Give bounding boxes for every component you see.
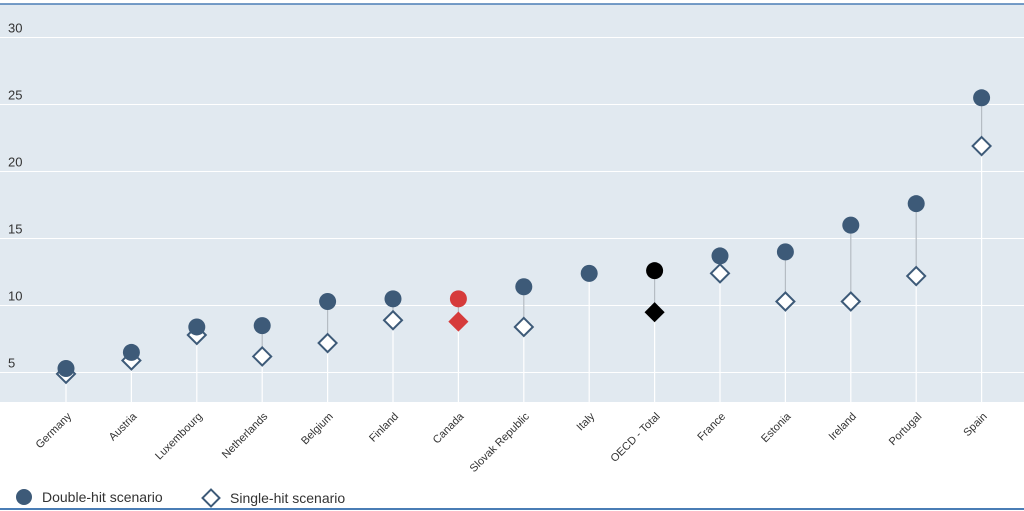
category-label-ireland: Ireland bbox=[827, 411, 859, 443]
legend: Double-hit scenario Single-hit scenario bbox=[0, 481, 1024, 511]
double-hit-marker-belgium bbox=[319, 292, 337, 310]
double-hit-marker-finland bbox=[384, 290, 402, 308]
legend-label-double-hit: Double-hit scenario bbox=[42, 489, 163, 505]
double-hit-marker-estonia bbox=[776, 243, 794, 261]
markers bbox=[55, 89, 993, 385]
single-hit-marker-spain bbox=[971, 135, 993, 157]
single-hit-marker-slovak-republic bbox=[513, 316, 535, 338]
double-hit-marker-oecd-total bbox=[646, 262, 664, 280]
category-label-canada: Canada bbox=[431, 410, 467, 446]
gridlines bbox=[0, 37, 1024, 374]
double-hit-marker-germany bbox=[57, 359, 75, 377]
legend-label-single-hit: Single-hit scenario bbox=[230, 490, 346, 506]
y-tick-label-25: 25 bbox=[8, 88, 22, 103]
category-label-germany: Germany bbox=[34, 410, 75, 451]
single-hit-marker-france bbox=[709, 262, 731, 284]
category-label-belgium: Belgium bbox=[299, 411, 336, 448]
double-hit-marker-italy bbox=[580, 264, 598, 282]
category-label-france: France bbox=[695, 411, 728, 444]
double-hit-marker-portugal bbox=[907, 195, 925, 213]
double-hit-marker-slovak-republic bbox=[515, 278, 533, 296]
single-hit-marker-portugal bbox=[905, 265, 927, 287]
dot-plot-chart: 5 10 15 20 25 30 Germany Austria Luxembourg Neth… bbox=[0, 3, 1024, 475]
legend-double-hit: Double-hit scenario bbox=[14, 487, 163, 507]
category-label-estonia: Estonia bbox=[759, 410, 794, 445]
category-label-slovak-republic: Slovak Republic bbox=[468, 410, 533, 475]
y-tick-label-20: 20 bbox=[8, 155, 22, 170]
y-tick-label-15: 15 bbox=[8, 222, 22, 237]
category-label-portugal: Portugal bbox=[887, 411, 924, 448]
single-hit-marker-canada bbox=[448, 311, 469, 332]
legend-single-hit: Single-hit scenario bbox=[200, 487, 345, 509]
category-label-netherlands: Netherlands bbox=[220, 410, 271, 461]
single-hit-marker-finland bbox=[382, 309, 404, 331]
double-hit-marker-ireland bbox=[842, 216, 860, 234]
category-label-italy: Italy bbox=[575, 410, 598, 433]
y-tick-label-30: 30 bbox=[8, 21, 22, 36]
double-hit-marker-spain bbox=[973, 89, 991, 107]
double-hit-marker-austria bbox=[122, 343, 140, 361]
category-label-austria: Austria bbox=[107, 410, 140, 443]
single-hit-marker-estonia bbox=[774, 291, 796, 312]
double-hit-marker-france bbox=[711, 247, 729, 265]
diamond-marker-icon bbox=[201, 488, 221, 508]
y-tick-labels: 5 10 15 20 25 30 bbox=[8, 21, 22, 371]
single-hit-marker-belgium bbox=[317, 332, 339, 354]
category-label-oecd-total: OECD - Total bbox=[609, 411, 663, 465]
plot-background bbox=[0, 4, 1024, 402]
double-hit-marker-canada bbox=[449, 290, 467, 308]
single-hit-marker-netherlands bbox=[251, 346, 273, 367]
category-labels: Germany Austria Luxembourg Netherlands Belgi… bbox=[34, 410, 990, 475]
single-hit-marker-oecd-total bbox=[644, 302, 665, 323]
y-tick-label-5: 5 bbox=[8, 356, 15, 371]
double-hit-marker-netherlands bbox=[253, 317, 271, 335]
category-label-finland: Finland bbox=[367, 411, 401, 445]
double-hit-marker-luxembourg bbox=[188, 318, 206, 336]
y-tick-label-10: 10 bbox=[8, 289, 22, 304]
bottom-border bbox=[0, 508, 1024, 510]
category-label-spain: Spain bbox=[961, 411, 989, 439]
category-label-luxembourg: Luxembourg bbox=[153, 411, 205, 463]
single-hit-marker-ireland bbox=[840, 291, 862, 312]
circle-marker-icon bbox=[16, 489, 32, 505]
